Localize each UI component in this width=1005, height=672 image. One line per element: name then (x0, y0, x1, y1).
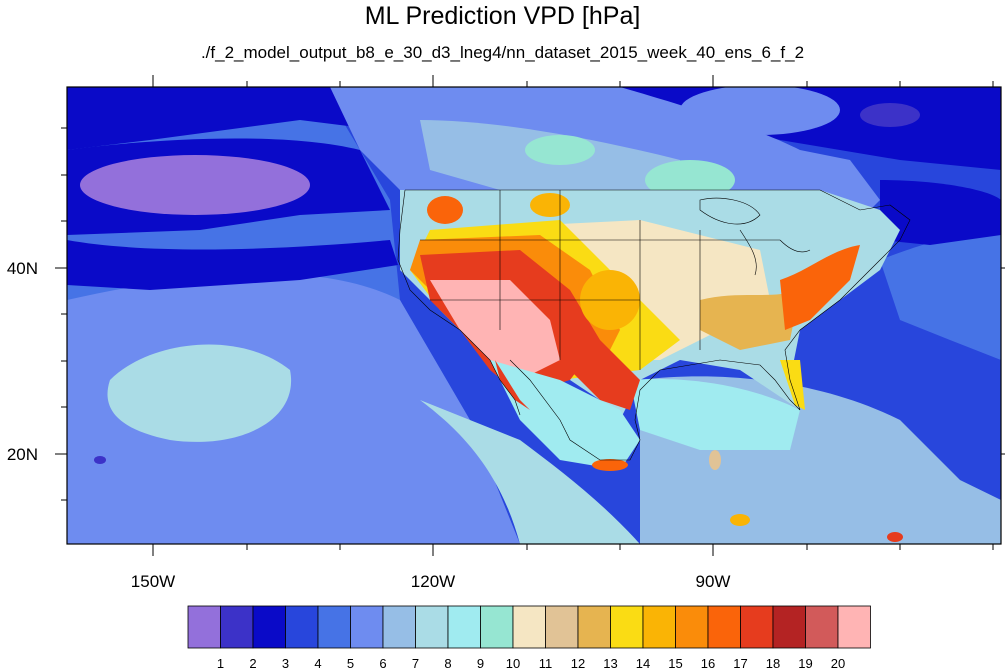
colorbar-box (317, 605, 351, 649)
field-region (700, 290, 800, 350)
colorbar-box (512, 605, 546, 649)
field-region (880, 180, 1001, 245)
field-region (67, 240, 398, 290)
colorbar-label: 8 (444, 656, 451, 671)
y-tick-label: 20N (7, 445, 38, 464)
colorbar-label: 3 (282, 656, 289, 671)
colorbar-box (382, 605, 416, 649)
field-region (630, 379, 800, 450)
colorbar-box (707, 605, 741, 649)
field-region (780, 360, 805, 410)
y-axis-labels: 40N 20N (7, 259, 38, 464)
field-region (525, 135, 595, 165)
colorbar-box (740, 605, 774, 649)
field-region (67, 273, 520, 544)
field-region (80, 155, 310, 215)
colorbar-box (642, 605, 676, 649)
coastlines (397, 189, 911, 461)
field-region (430, 280, 560, 380)
field-region (887, 532, 903, 542)
colorbar-label: 2 (249, 656, 256, 671)
colorbar-box (350, 605, 384, 649)
colorbar-label: 13 (603, 656, 617, 671)
colorbar-label: 11 (539, 656, 553, 671)
field-region (107, 344, 292, 442)
colorbar-box (545, 605, 579, 649)
colorbar-label: 5 (347, 656, 354, 671)
colorbar-box (675, 605, 709, 649)
field-region (730, 514, 750, 526)
colorbar-box (610, 605, 644, 649)
map-title: ML Prediction VPD [hPa] (364, 2, 641, 30)
colorbar-label: 12 (571, 656, 585, 671)
field-region (490, 360, 640, 470)
colorbar-box (285, 605, 319, 649)
colorbar-label: 19 (798, 656, 812, 671)
x-tick-label: 150W (131, 572, 175, 591)
field-region (780, 245, 860, 330)
field-region (592, 459, 628, 471)
colorbar-label: 7 (412, 656, 419, 671)
field-region (860, 103, 920, 127)
colorbar-label: 17 (733, 656, 747, 671)
colorbar-label: 10 (506, 656, 520, 671)
colorbar-box (252, 605, 286, 649)
map-subtitle: ./f_2_model_output_b8_e_30_d3_lneg4/nn_d… (200, 43, 805, 62)
field-region (420, 400, 640, 544)
field-region (94, 456, 106, 464)
field-region (427, 196, 463, 224)
x-axis-labels: 150W 120W 90W (131, 572, 731, 591)
colorbar-box (220, 605, 254, 649)
colorbar: 1 2 3 4 5 6 7 8 9 10 11 12 13 14 15 16 17 18 19 20 (187, 605, 871, 671)
colorbar-box (805, 605, 839, 649)
field-region (880, 220, 1001, 360)
field-region (709, 450, 721, 470)
colorbar-label: 6 (379, 656, 386, 671)
colorbar-box (187, 605, 221, 649)
colorbar-box (415, 605, 449, 649)
vpd-field (67, 87, 1001, 544)
colorbar-label: 20 (831, 656, 845, 671)
colorbar-box (577, 605, 611, 649)
colorbar-label: 16 (701, 656, 715, 671)
colorbar-box (480, 605, 514, 649)
x-tick-label: 90W (696, 572, 731, 591)
colorbar-box (837, 605, 871, 649)
field-region (560, 330, 640, 410)
colorbar-label: 14 (636, 656, 650, 671)
colorbar-label: 9 (477, 656, 484, 671)
y-tick-label: 40N (7, 259, 38, 278)
axis-ticks (55, 75, 1005, 556)
colorbar-label: 1 (217, 656, 224, 671)
colorbar-label: 15 (668, 656, 682, 671)
field-region (67, 87, 380, 150)
colorbar-box (447, 605, 481, 649)
field-region (530, 193, 570, 217)
x-tick-label: 120W (411, 572, 455, 591)
map-frame (66, 86, 1002, 545)
colorbar-box (772, 605, 806, 649)
colorbar-label: 18 (766, 656, 780, 671)
colorbar-label: 4 (314, 656, 321, 671)
